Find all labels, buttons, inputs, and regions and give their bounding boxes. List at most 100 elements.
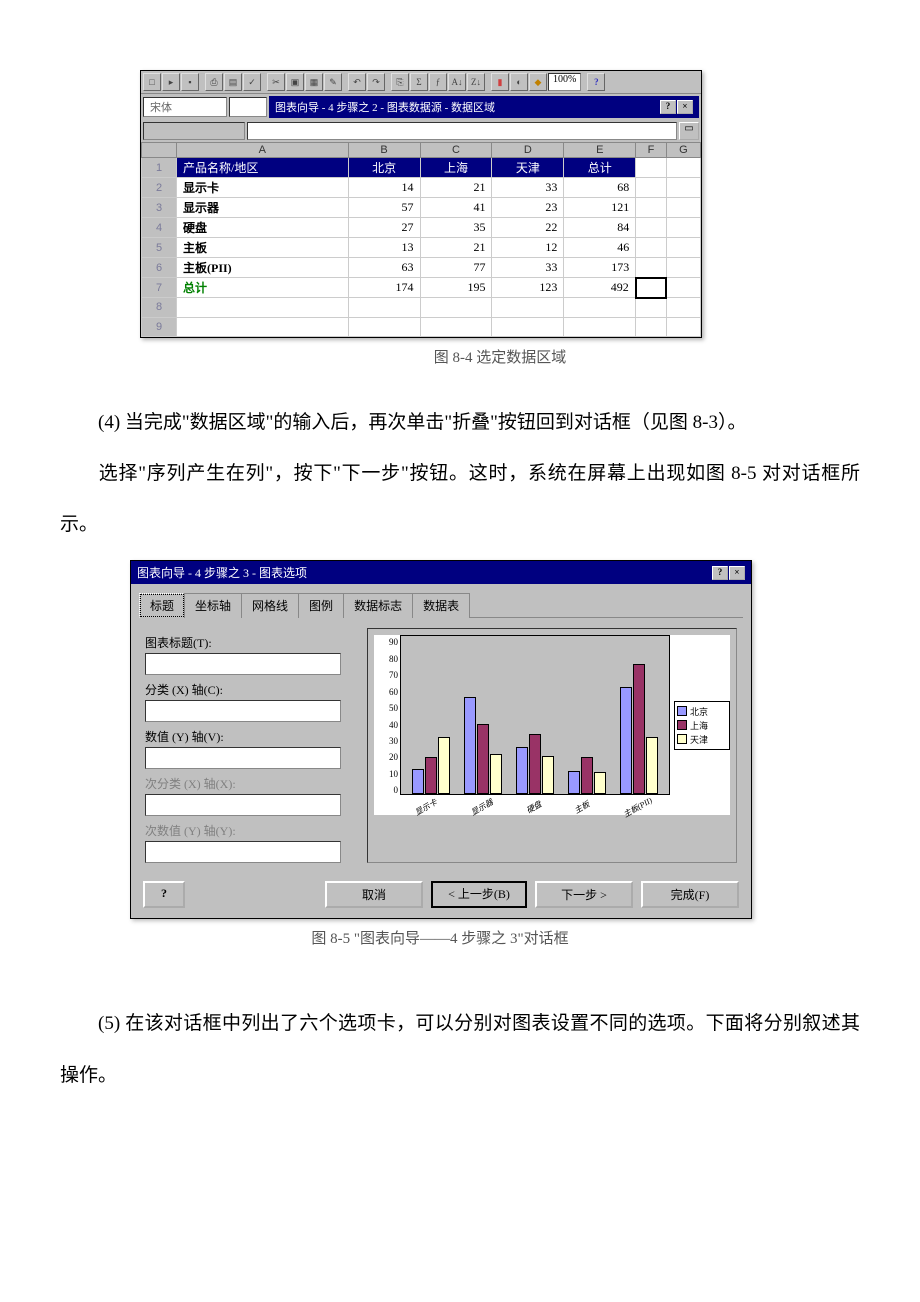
fx-icon[interactable]: ƒ (429, 73, 447, 91)
cell[interactable]: 27 (348, 218, 420, 238)
cell[interactable] (636, 198, 667, 218)
cell[interactable] (666, 178, 700, 198)
dlg-help-icon[interactable]: ? (712, 566, 728, 580)
map-icon[interactable]: ◐ (510, 73, 528, 91)
cell[interactable]: 22 (492, 218, 564, 238)
back-button[interactable]: < 上一步(B) (431, 881, 527, 908)
cell[interactable] (420, 298, 492, 318)
cell[interactable] (666, 238, 700, 258)
cell[interactable]: 492 (564, 278, 636, 298)
col-header-B[interactable]: B (348, 143, 420, 158)
tab-1[interactable]: 坐标轴 (184, 593, 242, 618)
cell[interactable] (636, 298, 667, 318)
cell[interactable] (420, 317, 492, 336)
col-header-D[interactable]: D (492, 143, 564, 158)
finish-button[interactable]: 完成(F) (641, 881, 739, 908)
y-axis-input[interactable] (145, 747, 341, 769)
next-button[interactable]: 下一步 > (535, 881, 633, 908)
redo-icon[interactable]: ↷ (367, 73, 385, 91)
dlg-close-icon[interactable]: × (729, 566, 745, 580)
cell[interactable]: 57 (348, 198, 420, 218)
undo-icon[interactable]: ↶ (348, 73, 366, 91)
collapse-icon[interactable]: ▭ (679, 122, 699, 140)
cell[interactable]: 84 (564, 218, 636, 238)
chart-icon[interactable]: ▮ (491, 73, 509, 91)
cell[interactable]: 77 (420, 258, 492, 278)
formula-bar[interactable] (247, 122, 677, 140)
cell[interactable]: 硬盘 (177, 218, 349, 238)
cell[interactable]: 总计 (177, 278, 349, 298)
cell[interactable] (636, 317, 667, 336)
sum-icon[interactable]: Σ (410, 73, 428, 91)
cell[interactable]: 23 (492, 198, 564, 218)
sort-asc-icon[interactable]: A↓ (448, 73, 466, 91)
cell[interactable] (492, 298, 564, 318)
col-header-G[interactable]: G (666, 143, 700, 158)
cell[interactable]: 173 (564, 258, 636, 278)
drawing-icon[interactable]: ◆ (529, 73, 547, 91)
cell[interactable]: 35 (420, 218, 492, 238)
open-icon[interactable]: ▸ (162, 73, 180, 91)
tab-3[interactable]: 图例 (298, 593, 344, 618)
cell[interactable] (177, 317, 349, 336)
cell[interactable]: 13 (348, 238, 420, 258)
cell[interactable] (348, 298, 420, 318)
col-header-C[interactable]: C (420, 143, 492, 158)
font-size-box[interactable] (229, 97, 267, 117)
cell[interactable] (666, 158, 700, 178)
cell[interactable]: 41 (420, 198, 492, 218)
cell[interactable]: 12 (492, 238, 564, 258)
cell[interactable]: 63 (348, 258, 420, 278)
tab-2[interactable]: 网格线 (241, 593, 299, 618)
cell[interactable]: 产品名称/地区 (177, 158, 349, 178)
cell[interactable]: 天津 (492, 158, 564, 178)
cell[interactable]: 上海 (420, 158, 492, 178)
cell[interactable]: 21 (420, 238, 492, 258)
row-header[interactable]: 4 (142, 218, 177, 238)
copy-icon[interactable]: ▣ (286, 73, 304, 91)
cell[interactable] (636, 278, 667, 298)
print-icon[interactable]: ⎙ (205, 73, 223, 91)
cell[interactable] (564, 298, 636, 318)
cell[interactable] (636, 158, 667, 178)
link-icon[interactable]: ⎘ (391, 73, 409, 91)
cell[interactable] (564, 317, 636, 336)
row-header[interactable]: 7 (142, 278, 177, 298)
cell[interactable] (636, 178, 667, 198)
cell[interactable]: 主板(PII) (177, 258, 349, 278)
cell[interactable]: 46 (564, 238, 636, 258)
cell[interactable]: 123 (492, 278, 564, 298)
cancel-button[interactable]: 取消 (325, 881, 423, 908)
cell[interactable] (636, 238, 667, 258)
save-icon[interactable]: ▪ (181, 73, 199, 91)
spell-icon[interactable]: ✓ (243, 73, 261, 91)
cell[interactable]: 显示器 (177, 198, 349, 218)
row-header[interactable]: 8 (142, 298, 177, 318)
cell[interactable] (492, 317, 564, 336)
row-header[interactable]: 9 (142, 317, 177, 336)
cell[interactable] (177, 298, 349, 318)
row-header[interactable]: 2 (142, 178, 177, 198)
cut-icon[interactable]: ✂ (267, 73, 285, 91)
cell[interactable] (666, 258, 700, 278)
cell[interactable]: 33 (492, 258, 564, 278)
close-icon[interactable]: × (677, 100, 693, 114)
help-icon[interactable]: ? (587, 73, 605, 91)
cell[interactable] (666, 317, 700, 336)
col-header-E[interactable]: E (564, 143, 636, 158)
cell[interactable]: 北京 (348, 158, 420, 178)
cell[interactable]: 显示卡 (177, 178, 349, 198)
cell[interactable] (348, 317, 420, 336)
chart-title-input[interactable] (145, 653, 341, 675)
tab-4[interactable]: 数据标志 (343, 593, 413, 618)
cell[interactable]: 21 (420, 178, 492, 198)
cell[interactable]: 68 (564, 178, 636, 198)
row-header[interactable]: 1 (142, 158, 177, 178)
tab-5[interactable]: 数据表 (412, 593, 470, 618)
help-button[interactable]: ? (143, 881, 185, 908)
col-header-F[interactable]: F (636, 143, 667, 158)
cell[interactable]: 121 (564, 198, 636, 218)
row-header[interactable]: 6 (142, 258, 177, 278)
paste-icon[interactable]: ▦ (305, 73, 323, 91)
tab-0[interactable]: 标题 (139, 593, 185, 618)
